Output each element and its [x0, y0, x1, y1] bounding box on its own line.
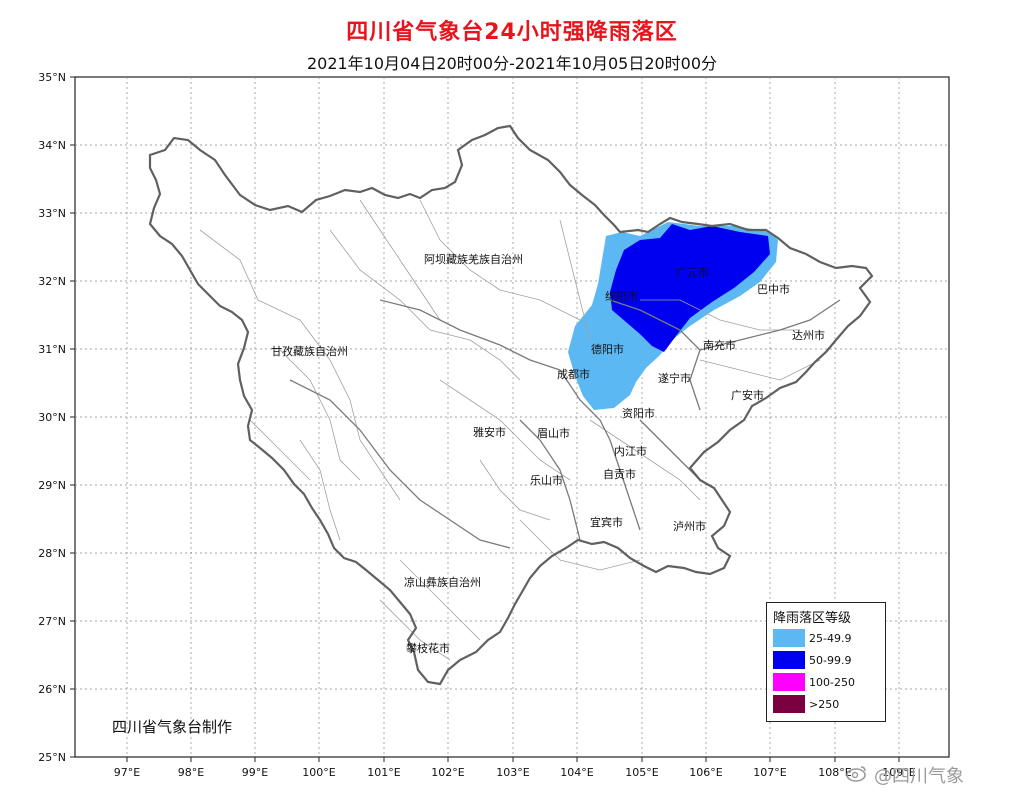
county-borders [199, 199, 821, 661]
prefecture-borders [289, 299, 841, 549]
lon-label: 100°E [302, 766, 335, 779]
region-label: 乐山市 [530, 473, 563, 487]
lat-label: 35°N [38, 71, 66, 84]
watermark-text: @四川气象 [874, 766, 964, 787]
legend-item: 25-49.9 [767, 627, 885, 649]
lon-label: 99°E [242, 766, 268, 779]
region-label: 成都市 [557, 367, 590, 381]
lat-label: 29°N [38, 479, 66, 492]
legend-swatch [773, 629, 805, 647]
region-label: 德阳市 [591, 342, 624, 356]
legend-item: >250 [767, 693, 885, 715]
graticule [75, 77, 949, 757]
legend-title: 降雨落区等级 [773, 611, 852, 626]
lat-label: 28°N [38, 547, 66, 560]
lon-label: 97°E [114, 766, 140, 779]
region-label: 南充市 [703, 338, 736, 352]
watermark: @四川气象 [846, 762, 964, 788]
lat-label: 32°N [38, 275, 66, 288]
lon-label: 107°E [753, 766, 786, 779]
lon-label: 106°E [689, 766, 722, 779]
lon-label: 102°E [431, 766, 464, 779]
lat-label: 33°N [38, 207, 66, 220]
legend-swatch [773, 695, 805, 713]
lon-label: 101°E [367, 766, 400, 779]
region-label: 凉山彝族自治州 [404, 575, 481, 589]
region-label: 宜宾市 [590, 515, 623, 529]
lon-label: 103°E [496, 766, 529, 779]
region-label: 攀枝花市 [406, 641, 450, 655]
region-label: 遂宁市 [658, 371, 691, 385]
region-label: 绵阳市 [605, 289, 638, 303]
region-label: 阿坝藏族羌族自治州 [424, 252, 523, 266]
lon-label: 108°E [818, 766, 851, 779]
lon-label: 98°E [178, 766, 204, 779]
region-label: 甘孜藏族自治州 [271, 344, 348, 358]
legend-item: 100-250 [767, 671, 885, 693]
lat-label: 31°N [38, 343, 66, 356]
region-label: 雅安市 [473, 425, 506, 439]
lat-label: 26°N [38, 683, 66, 696]
map-subtitle: 2021年10月04日20时00分-2021年10月05日20时00分 [306, 54, 718, 73]
region-label: 广元市 [676, 265, 709, 279]
region-label: 资阳市 [622, 406, 655, 420]
rainfall-legend: 降雨落区等级 25-49.9 50-99.9 100-250 >250 [766, 602, 886, 722]
lon-label: 109°E [882, 766, 915, 779]
legend-swatch [773, 651, 805, 669]
legend-label: 100-250 [809, 675, 855, 689]
region-label: 广安市 [731, 388, 764, 402]
legend-label: 50-99.9 [809, 653, 852, 667]
region-label: 眉山市 [537, 426, 570, 440]
legend-label: >250 [809, 697, 840, 711]
rain-area-50-99 [610, 224, 770, 352]
province-outline [148, 124, 874, 686]
lat-label: 25°N [38, 751, 66, 764]
lat-label: 34°N [38, 139, 66, 152]
credit-text: 四川省气象台制作 [112, 718, 233, 736]
map-title: 四川省气象台24小时强降雨落区 [346, 20, 678, 45]
region-label: 内江市 [614, 444, 647, 458]
lon-label: 104°E [560, 766, 593, 779]
lon-label: 105°E [625, 766, 658, 779]
legend-label: 25-49.9 [809, 631, 852, 645]
region-label: 巴中市 [757, 282, 790, 296]
lat-label: 30°N [38, 411, 66, 424]
region-label: 自贡市 [603, 467, 636, 481]
tick-marks [70, 76, 900, 762]
region-label: 泸州市 [673, 519, 706, 533]
legend-swatch [773, 673, 805, 691]
legend-item: 50-99.9 [767, 649, 885, 671]
weibo-icon [846, 764, 868, 787]
region-label: 达州市 [792, 328, 825, 342]
lat-label: 27°N [38, 615, 66, 628]
